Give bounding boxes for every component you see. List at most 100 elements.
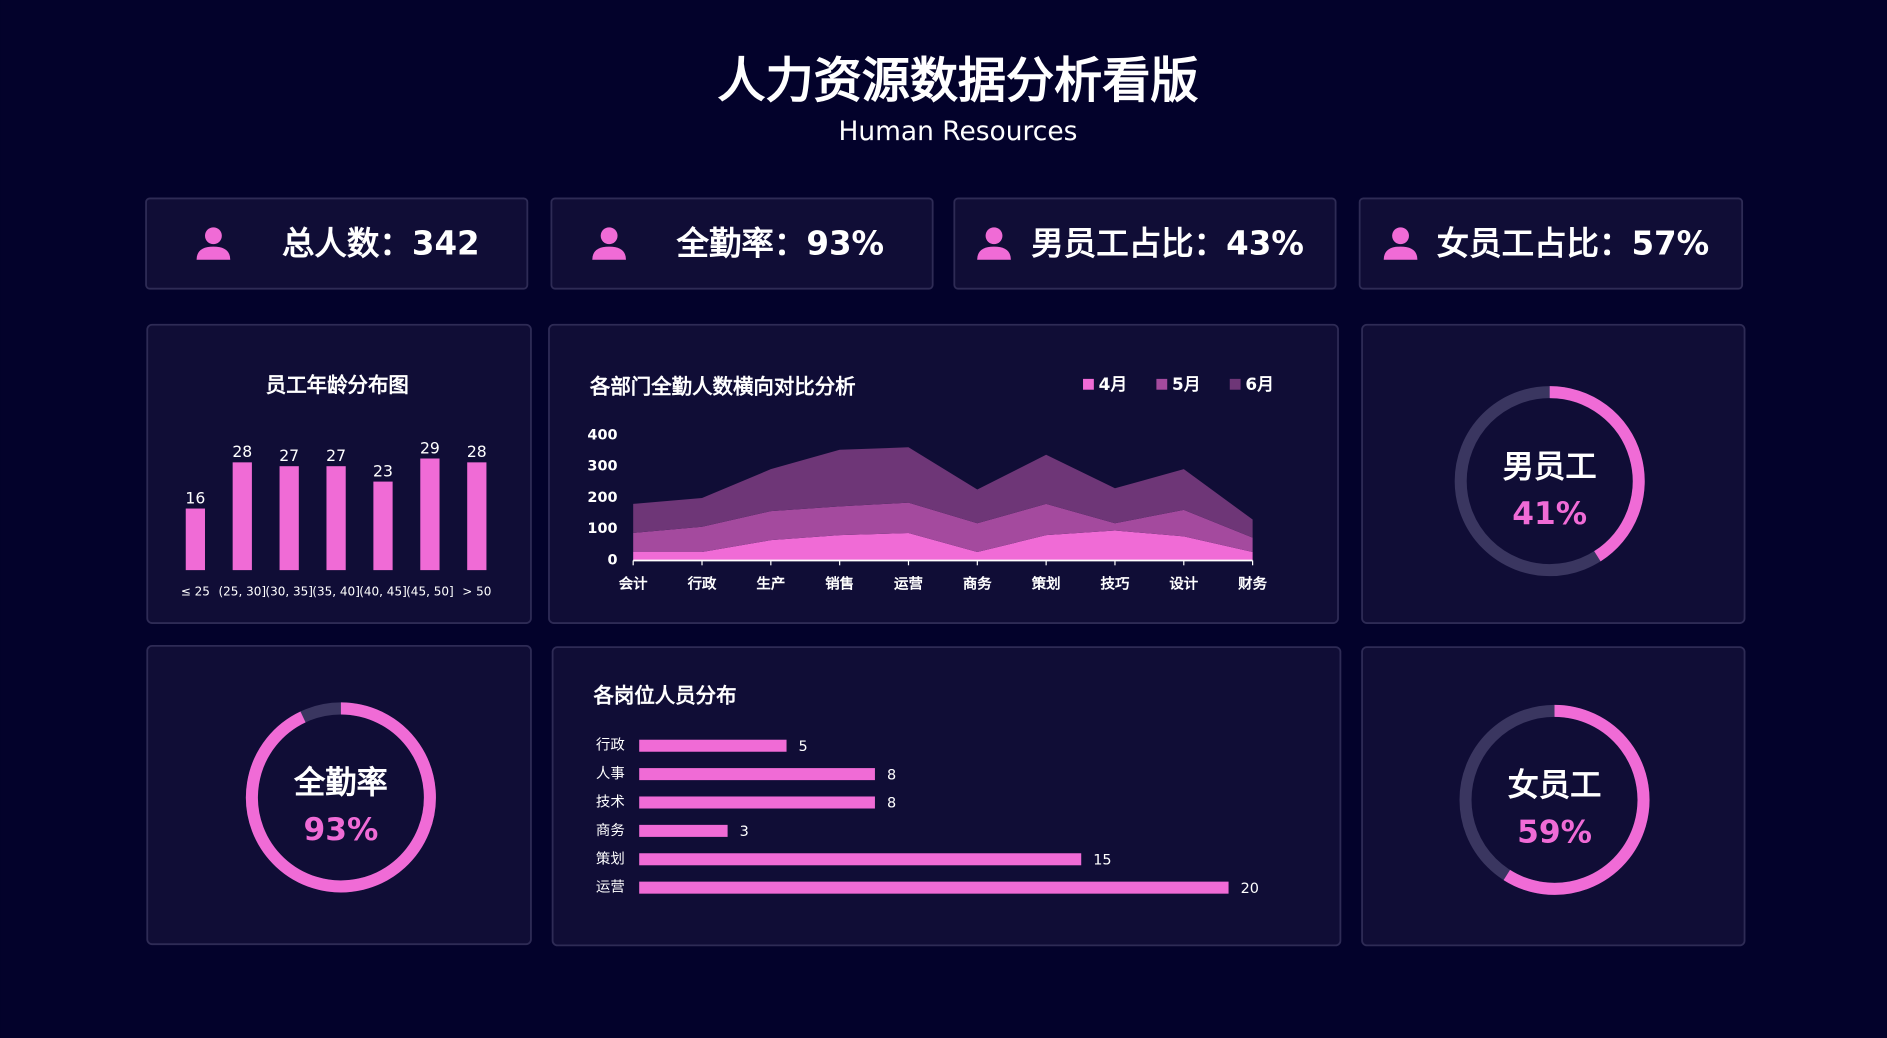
kpi-text: 男员工占比：43%: [1031, 224, 1304, 262]
bar: [639, 739, 787, 752]
bar: [639, 881, 1229, 894]
chart-title: 员工年龄分布图: [266, 373, 409, 397]
chart-card: [1361, 323, 1746, 624]
donut-value: 41%: [1512, 496, 1587, 532]
legend-label: 4月: [1099, 374, 1128, 394]
bar: [373, 481, 393, 571]
legend-swatch: [1083, 378, 1094, 390]
chart-title: 各岗位人员分布: [592, 683, 736, 707]
kpi-card: 女员工占比：57%: [1358, 197, 1744, 290]
person-icon: [1383, 227, 1418, 260]
card-bg: [1358, 197, 1744, 290]
person-icon: [592, 227, 626, 260]
bar: [639, 796, 875, 809]
y-tick-label: 行政: [596, 737, 625, 754]
area: [633, 447, 1253, 538]
chart-card: [1361, 646, 1746, 947]
bar: [232, 462, 252, 571]
x-tick-label: ≤ 25: [181, 584, 210, 598]
card-bg: [145, 197, 529, 290]
x-tick-label: 策划: [1031, 575, 1061, 593]
data-label: 27: [326, 446, 346, 465]
x-tick-label: 会计: [619, 575, 648, 593]
x-tick-label: > 50: [462, 584, 491, 598]
y-tick-label: 400: [587, 427, 617, 443]
y-tick-label: 运营: [596, 879, 625, 896]
card-bg: [550, 197, 934, 290]
legend-label: 5月: [1172, 374, 1201, 394]
x-tick-label: (45, 50]: [406, 584, 454, 598]
legend-label: 6月: [1245, 374, 1274, 394]
x-tick-label: 商务: [963, 575, 992, 593]
data-label: 27: [279, 446, 299, 465]
person-icon: [196, 227, 231, 260]
data-label: 15: [1093, 852, 1111, 868]
x-tick-label: (25, 30]: [218, 584, 266, 598]
kpi-text: 女员工占比：57%: [1437, 224, 1710, 262]
x-tick-label: (40, 45]: [359, 584, 407, 598]
x-tick-label: (30, 35]: [265, 584, 313, 598]
x-tick-label: 运营: [894, 576, 923, 593]
kpi-card: 总人数：342: [145, 197, 529, 290]
x-tick-label: (35, 40]: [312, 584, 360, 598]
kpi-label: 总人数：: [282, 224, 412, 262]
y-tick-label: 200: [587, 490, 617, 506]
kpi-card: 男员工占比：43%: [953, 197, 1337, 290]
kpi-label: 女员工占比：: [1437, 224, 1632, 262]
x-tick-label: 销售: [825, 575, 854, 593]
area: [633, 530, 1253, 561]
bar: [467, 462, 487, 571]
data-label: 20: [1241, 881, 1259, 897]
donut-arc: [1549, 386, 1645, 562]
x-tick-label: 设计: [1169, 575, 1198, 593]
page-subtitle: Human Resources: [838, 116, 1077, 147]
data-label: 23: [373, 461, 393, 480]
chart-card: [146, 644, 532, 946]
card-bg: [953, 197, 1337, 290]
kpi-card: 全勤率：93%: [550, 197, 934, 290]
chart-title: 各部门全勤人数横向对比分析: [589, 374, 856, 398]
area: [633, 502, 1253, 553]
data-label: 28: [232, 442, 252, 461]
donut-value: 93%: [303, 812, 378, 848]
x-tick-label: 财务: [1238, 575, 1267, 593]
legend-swatch: [1229, 378, 1241, 390]
y-tick-label: 商务: [596, 822, 625, 839]
y-tick-label: 技术: [596, 793, 625, 810]
kpi-text: 总人数：342: [282, 224, 480, 262]
donut-title: 全勤率: [293, 764, 388, 801]
donut-value: 59%: [1517, 815, 1592, 851]
x-tick-label: 行政: [687, 575, 717, 593]
donut-title: 女员工: [1508, 767, 1602, 804]
data-label: 5: [799, 739, 808, 755]
person-icon: [977, 227, 1011, 260]
x-tick-label: 技巧: [1101, 575, 1130, 593]
kpi-value: 43%: [1226, 224, 1304, 262]
y-tick-label: 0: [607, 552, 617, 568]
donut-arc: [1503, 704, 1650, 895]
data-label: 8: [887, 796, 896, 812]
y-tick-label: 策划: [596, 850, 625, 867]
legend-swatch: [1156, 378, 1168, 390]
page-title: 人力资源数据分析看版: [717, 53, 1198, 109]
y-tick-label: 300: [587, 459, 617, 475]
bar: [639, 824, 728, 837]
donut-arc: [245, 702, 436, 893]
bar: [639, 853, 1082, 866]
data-label: 16: [185, 488, 205, 507]
bar: [185, 508, 205, 571]
data-label: 3: [740, 824, 749, 840]
donut-title: 男员工: [1503, 449, 1597, 485]
bar: [279, 466, 299, 571]
data-label: 29: [420, 438, 440, 457]
kpi-value: 342: [412, 224, 480, 262]
kpi-label: 男员工占比：: [1031, 224, 1226, 262]
bar: [639, 768, 875, 781]
x-tick-label: 生产: [756, 575, 785, 593]
kpi-label: 全勤率：: [675, 224, 806, 262]
chart-card: [551, 646, 1342, 947]
kpi-value: 57%: [1631, 224, 1709, 262]
y-tick-label: 人事: [596, 765, 625, 782]
kpi-value: 93%: [806, 224, 884, 262]
